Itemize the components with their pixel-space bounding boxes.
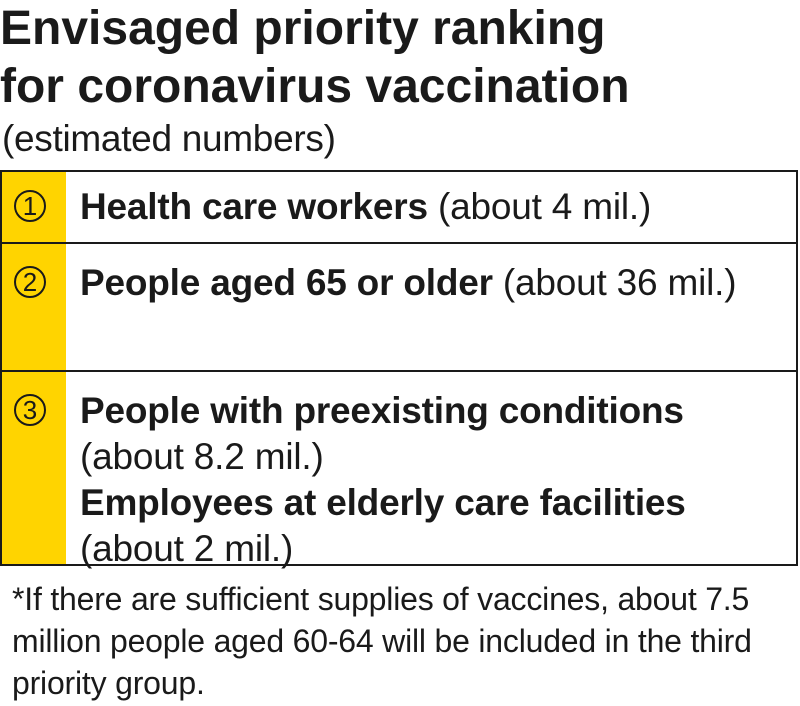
group-estimate: (about 4 mil.) (427, 186, 652, 227)
rank-column-bar (2, 172, 66, 564)
row-1-text: Health care workers (about 4 mil.) (80, 184, 788, 230)
priority-row-3: 3 People with preexisting conditions (ab… (2, 372, 796, 569)
group-label: Employees at elderly care facilities (80, 482, 686, 523)
group-estimate: (about 2 mil.) (80, 528, 294, 569)
group-label: People aged 65 or older (80, 262, 493, 303)
group-label: People with preexisting conditions (80, 390, 684, 431)
group-entry: People with preexisting conditions (abou… (80, 388, 788, 480)
group-estimate: (about 8.2 mil.) (80, 436, 324, 477)
row-3-text: People with preexisting conditions (abou… (80, 388, 788, 572)
rank-number-1: 1 (14, 190, 46, 222)
priority-row-1: 1 Health care workers (about 4 mil.) (2, 172, 796, 244)
group-entry: Employees at elderly care facilities (ab… (80, 480, 788, 572)
group-estimate: (about 36 mil.) (492, 262, 737, 303)
rank-number-3: 3 (14, 394, 46, 426)
priority-row-2: 2 People aged 65 or older (about 36 mil.… (2, 244, 796, 372)
page-title: Envisaged priority ranking for coronavir… (0, 0, 800, 116)
subtitle: (estimated numbers) (2, 118, 336, 159)
priority-table: 1 Health care workers (about 4 mil.) 2 P… (0, 170, 798, 569)
title-line-2: for coronavirus vaccination (0, 60, 630, 113)
row-2-text: People aged 65 or older (about 36 mil.) (80, 260, 788, 306)
footnote: *If there are sufficient supplies of vac… (12, 581, 752, 701)
title-line-1: Envisaged priority ranking (0, 2, 606, 55)
rank-number-2: 2 (14, 266, 46, 298)
group-label: Health care workers (80, 186, 428, 227)
